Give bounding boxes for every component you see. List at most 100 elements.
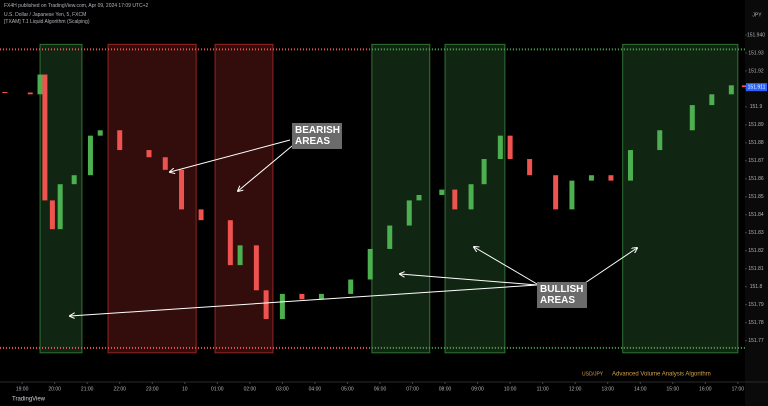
- candle: [553, 175, 559, 210]
- candle: [387, 225, 393, 249]
- last-price-label: 151.911: [748, 84, 766, 90]
- candle: [741, 85, 747, 88]
- candle: [348, 279, 354, 294]
- candle: [227, 220, 233, 266]
- x-tick-label: 10:00: [504, 386, 517, 392]
- candle: [49, 200, 55, 230]
- publisher: FX4H published on TradingView.com, Apr 0…: [4, 3, 149, 9]
- candle: [179, 169, 185, 210]
- candle: [367, 248, 373, 280]
- y-tick-label: 151.78: [748, 320, 764, 326]
- footer-symbol: USD/JPY: [582, 371, 604, 377]
- candle: [253, 245, 259, 291]
- x-tick-label: 17:00: [732, 386, 745, 392]
- y-tick-label: 151.77: [748, 338, 764, 344]
- symbol: U.S. Dollar / Japanese Yen, 5, FXCM: [4, 12, 87, 18]
- arrow: [400, 274, 538, 286]
- y-tick-label: 151.940: [747, 32, 765, 38]
- x-tick-label: 05:00: [341, 386, 354, 392]
- arrow: [70, 284, 538, 316]
- candle: [497, 135, 503, 160]
- candle: [117, 130, 123, 151]
- arrow: [474, 247, 538, 285]
- x-tick-label: 04:00: [309, 386, 322, 392]
- x-tick-label: 07:00: [406, 386, 419, 392]
- candle: [439, 189, 445, 195]
- x-tick-label: 14:00: [634, 386, 647, 392]
- y-tick-label: 151.89: [748, 122, 764, 128]
- y-tick-label: 151.88: [748, 140, 764, 146]
- x-tick-label: 11:00: [537, 386, 549, 392]
- x-tick-label: 02:00: [244, 386, 257, 392]
- candle: [416, 195, 422, 201]
- currency: JPY: [752, 12, 762, 18]
- candle: [709, 94, 715, 106]
- candle: [627, 150, 633, 181]
- brand: TradingView: [12, 397, 46, 403]
- x-tick-label: 16:00: [699, 386, 712, 392]
- y-tick-label: 151.93: [748, 50, 764, 56]
- price-axis: [745, 0, 768, 406]
- x-tick-label: 20:00: [48, 386, 61, 392]
- x-tick-label: 23:00: [146, 386, 159, 392]
- candle: [507, 135, 513, 160]
- candle: [318, 293, 324, 300]
- candle: [452, 189, 458, 210]
- x-tick-label: 10: [182, 386, 188, 392]
- candle: [97, 130, 103, 136]
- x-tick-label: 21:00: [81, 386, 94, 392]
- y-tick-label: 151.9: [750, 104, 763, 110]
- candle: [406, 200, 412, 226]
- candle: [263, 290, 269, 320]
- arrow: [238, 145, 293, 191]
- candle: [237, 245, 243, 266]
- candle: [279, 293, 285, 320]
- candle: [198, 209, 204, 221]
- arrow: [170, 139, 291, 172]
- last-price-tag: [746, 83, 767, 92]
- footer-indicator: Advanced Volume Analysis Algorithm: [612, 372, 711, 378]
- arrows: [70, 139, 637, 316]
- candle: [608, 175, 614, 181]
- annotation: BULLISH AREAS: [537, 282, 587, 308]
- candle: [299, 293, 305, 300]
- candle: [689, 105, 695, 131]
- x-tick-label: 01:00: [211, 386, 224, 392]
- candle: [481, 159, 487, 185]
- x-tick-label: 08:00: [439, 386, 452, 392]
- candle: [27, 92, 33, 95]
- candle: [42, 74, 48, 201]
- y-tick-label: 151.86: [748, 176, 764, 182]
- candle: [37, 74, 43, 95]
- candle: [569, 180, 575, 210]
- x-tick-label: 19:00: [16, 386, 29, 392]
- x-tick-label: 15:00: [667, 386, 680, 392]
- x-tick-label: 06:00: [374, 386, 387, 392]
- zone: [214, 43, 274, 354]
- y-tick-label: 151.8: [750, 284, 763, 290]
- arrow: [584, 248, 637, 284]
- annotation: BEARISH AREAS: [292, 123, 342, 149]
- y-tick-label: 151.81: [748, 266, 764, 272]
- y-tick-label: 151.79: [748, 302, 764, 308]
- zone: [622, 43, 739, 354]
- candle: [146, 150, 152, 158]
- x-tick-label: 03:00: [276, 386, 289, 392]
- candle: [728, 85, 734, 95]
- y-tick-label: 151.87: [748, 158, 764, 164]
- candle: [87, 135, 93, 176]
- y-tick-label: 151.85: [748, 194, 764, 200]
- y-tick-label: 151.92: [748, 68, 764, 74]
- candle: [2, 92, 8, 94]
- x-tick-label: 22:00: [113, 386, 126, 392]
- x-tick-label: 12:00: [569, 386, 582, 392]
- x-tick-label: 13:00: [601, 386, 614, 392]
- candle: [71, 175, 77, 185]
- candle: [588, 175, 594, 181]
- indicator: [TXAM] T.1 Liquid Algorithm (Scalping): [4, 19, 90, 25]
- x-tick-label: 09:00: [471, 386, 484, 392]
- candle: [657, 130, 663, 151]
- y-tick-label: 151.82: [748, 248, 764, 254]
- candle: [162, 157, 168, 170]
